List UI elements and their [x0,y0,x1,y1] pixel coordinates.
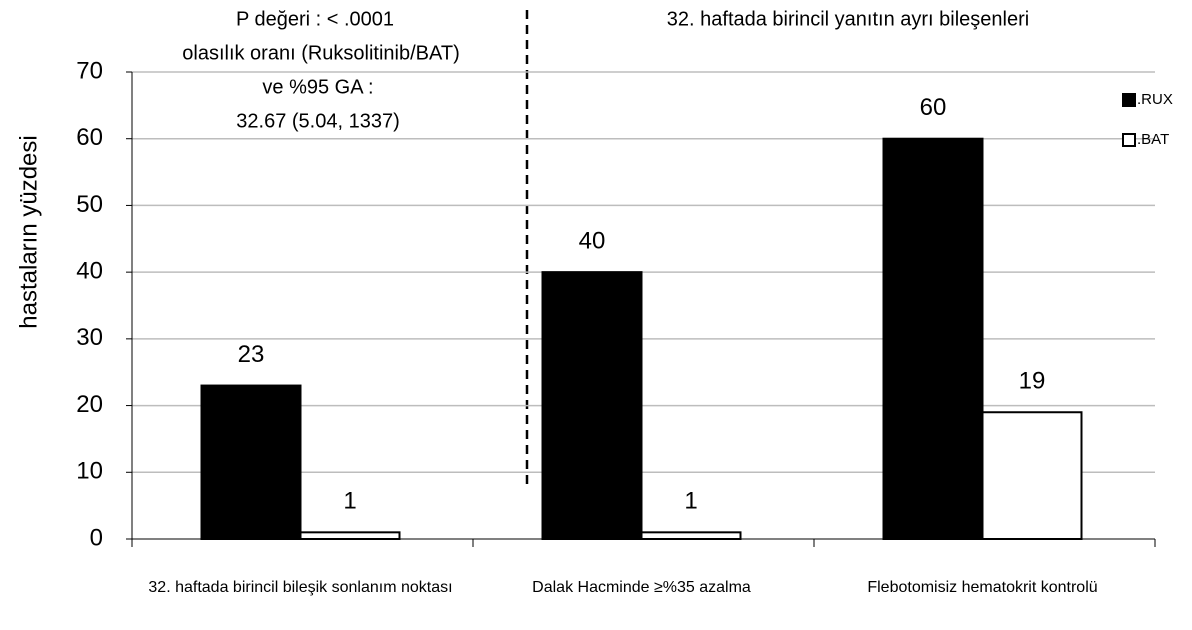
annotation: 32.67 (5.04, 1337) [236,110,399,132]
y-tick-label: 0 [90,524,103,551]
data-label: 23 [238,341,265,368]
bar [882,137,984,540]
bar [541,271,643,540]
y-tick-label: 10 [76,458,103,485]
annotation: 32. haftada birincil yanıtın ayrı bileşe… [667,8,1029,30]
bar [981,411,1083,540]
y-tick-label: 60 [76,124,103,151]
bar [640,531,742,540]
legend-label: .BAT [1137,131,1169,148]
data-label: 60 [920,94,947,121]
y-tick-label: 30 [76,324,103,351]
annotation: olasılık oranı (Ruksolitinib/BAT) [182,42,460,64]
annotation: ve %95 GA : [262,76,373,98]
x-tick-label: 32. haftada birincil bileşik sonlanım no… [148,579,453,596]
x-tick-label: Flebotomisiz hematokrit kontrolü [867,579,1098,596]
y-tick-label: 50 [76,191,103,218]
x-tick-label: Dalak Hacminde ≥%35 azalma [532,579,751,596]
bar [299,531,401,540]
bar [200,384,302,540]
data-label: 1 [343,488,356,515]
legend-swatch [1122,133,1136,147]
y-tick-label: 70 [76,57,103,84]
y-axis-label: hastaların yüzdesi [15,135,42,328]
y-tick-label: 40 [76,257,103,284]
annotation: P değeri : < .0001 [236,8,394,30]
legend-swatch [1122,93,1136,107]
data-label: 1 [684,488,697,515]
data-label: 19 [1019,368,1046,395]
y-tick-label: 20 [76,391,103,418]
legend-label: .RUX [1137,91,1173,108]
data-label: 40 [579,227,606,254]
